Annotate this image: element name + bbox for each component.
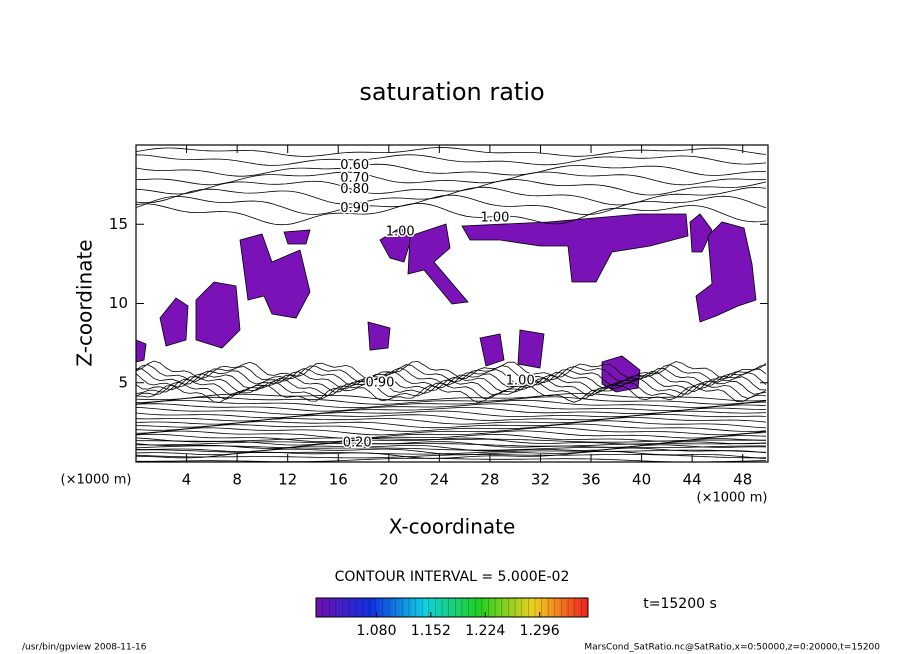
y-axis-label: Z-coordinate: [73, 239, 97, 366]
x-tick-label: 12: [278, 471, 297, 489]
contour-line: [136, 163, 766, 177]
x-tick-label: 44: [683, 471, 702, 489]
contour-line: [136, 202, 767, 226]
x-tick-label: 20: [379, 471, 398, 489]
contour-line: [136, 171, 767, 186]
contour-line: [136, 430, 767, 439]
footer-right: MarsCond_SatRatio.nc@SatRatio,x=0:50000,…: [584, 643, 880, 653]
colorbar: [315, 597, 589, 618]
contour-label: 0.70: [340, 171, 369, 186]
colorbar-tick-label: 1.080: [356, 623, 396, 639]
y-tick-label: 15: [109, 215, 128, 233]
chart-title: saturation ratio: [359, 78, 544, 106]
colorbar-tick-label: 1.152: [411, 623, 451, 639]
x-axis-label: X-coordinate: [389, 515, 516, 539]
contour-line: [136, 445, 767, 451]
contour-lines: [136, 147, 767, 462]
x-tick-label: 32: [531, 471, 550, 489]
contour-line: [136, 420, 767, 429]
x-tick-label: 24: [430, 471, 449, 489]
plot-area: [136, 147, 767, 462]
y-tick-label: 10: [109, 294, 128, 312]
contour-interval: CONTOUR INTERVAL = 5.000E-02: [335, 569, 570, 585]
x-tick-label: 28: [480, 471, 499, 489]
contour-line: [136, 410, 767, 419]
supersaturated-regions: [136, 213, 757, 393]
contour-line: [136, 381, 767, 400]
contour-line: [136, 399, 767, 409]
contour-line: [136, 403, 767, 412]
x-tick-label: 16: [329, 471, 348, 489]
contour-line: [136, 441, 767, 449]
colorbar-tick-label: 1.296: [520, 623, 560, 639]
time-label: t=15200 s: [643, 596, 717, 612]
x-tick-label: 4: [182, 471, 192, 489]
contour-line: [136, 449, 767, 455]
footer-left: /usr/bin/gpview 2008-11-16: [22, 643, 147, 653]
contour-line: [136, 423, 767, 432]
contour-label: 0.60: [340, 158, 369, 173]
contour-line: [136, 154, 767, 166]
contour-label: 1.00: [480, 210, 509, 225]
contour-line: [136, 194, 767, 216]
y-tick-label: 5: [118, 373, 128, 391]
contour-line: [136, 360, 767, 380]
contour-label: 1.00: [506, 374, 535, 389]
contour-line: [136, 413, 767, 422]
contour-line: [136, 147, 767, 157]
x-unit: (×1000 m): [61, 473, 132, 488]
contour-label: 1.00: [386, 225, 415, 240]
x-tick-label: 48: [733, 471, 752, 489]
contour-line: [136, 437, 766, 443]
contour-line: [136, 396, 767, 405]
x-tick-label: 36: [581, 471, 600, 489]
contour-line: [136, 444, 767, 452]
contour-label: 0.90: [340, 201, 369, 216]
contour-line: [136, 427, 767, 436]
contour-line: [136, 393, 767, 402]
colorbar-tick-label: 1.224: [465, 623, 505, 639]
contour-line: [136, 454, 767, 459]
contour-label: 0.80: [340, 182, 369, 197]
x-unit-right: (×1000 m): [697, 491, 768, 506]
contour-line: [136, 441, 767, 447]
contour-line: [136, 179, 767, 196]
x-tick-label: 8: [232, 471, 242, 489]
contour-line: [136, 367, 767, 387]
x-tick-label: 40: [632, 471, 651, 489]
contour-line: [136, 186, 767, 206]
contour-label: 0.20: [343, 435, 372, 450]
contour-label: 0.90: [365, 375, 394, 390]
